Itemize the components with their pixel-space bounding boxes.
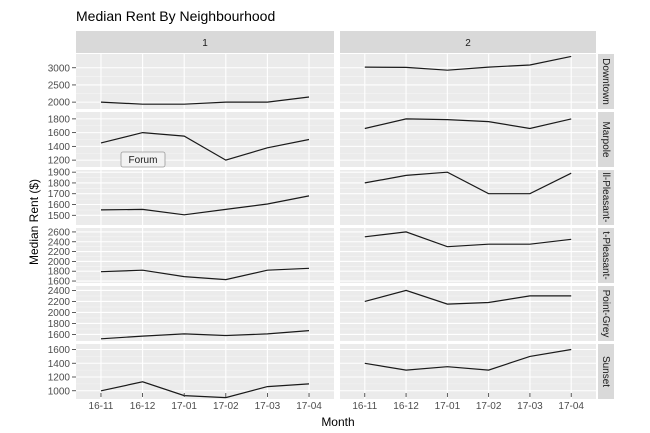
panel-t-pleasant-col-1 [76,228,334,283]
y-tick-label: 2000 [48,308,71,319]
series-line-t-pleasant-col-2 [364,231,572,248]
panel-background [76,170,334,225]
y-tick-label: 1600 [48,200,71,211]
panel-background [76,54,334,109]
y-tick-label: 1800 [48,114,71,125]
y-tick-label: 2200 [48,247,71,258]
facet-strip-row-downtown [598,54,614,109]
facet-strip-label-row-marpole: Marpole [600,121,611,158]
y-tick-label: 1800 [48,319,71,330]
panel-point-grey-col-2 [340,286,596,341]
facet-strip-row-marpole [598,112,614,167]
series-line-point-grey-col-1 [100,330,310,340]
panel-t-pleasant-col-2 [340,228,596,283]
y-tick-label: 1700 [48,189,71,200]
y-tick-label: 1200 [48,156,71,167]
x-tick-label: 16-12 [130,401,156,412]
panel-ll-pleasant-col-1 [76,170,334,225]
panel-background [340,54,596,109]
series-line-ll-pleasant-col-1 [100,195,310,216]
y-axis-title: Median Rent ($) [27,179,41,265]
facet-strip-row-ll-pleasant [598,170,614,225]
x-tick-label: 17-01 [435,401,461,412]
x-tick-label: 17-02 [213,401,239,412]
series-line-marpole-col-1 [100,131,310,161]
x-tick-label: 17-04 [558,401,584,412]
panel-background [340,228,596,283]
facet-strip-label-row-ll-pleasant: ll-Pleasant- [600,172,611,222]
panel-marpole-col-2 [340,112,596,167]
panel-background [340,344,596,399]
y-tick-label: 3000 [48,63,71,74]
facet-strip-label-row-sunset: Sunset [600,356,611,387]
facet-strip-label-row-downtown: Downtown [600,58,611,105]
facet-strip-col-1 [76,31,334,53]
facet-strip-row-sunset [598,344,614,399]
series-line-downtown-col-2 [364,55,572,71]
panel-sunset-col-2 [340,344,596,399]
facet-strip-label-row-point-grey: Point-Grey [600,290,611,338]
series-line-marpole-col-2 [364,118,572,130]
panel-ll-pleasant-col-2 [340,170,596,225]
y-tick-label: 2400 [48,237,71,248]
y-tick-label: 1800 [48,178,71,189]
y-tick-label: 2200 [48,297,71,308]
y-tick-label: 1000 [48,386,71,397]
panel-background [76,286,334,341]
panel-background [76,228,334,283]
y-tick-label: 2000 [48,98,71,109]
facet-strip-label-col-1: 1 [202,38,208,49]
y-tick-label: 1600 [48,128,71,139]
y-tick-label: 1600 [48,277,71,288]
y-tick-label: 1900 [48,168,71,179]
x-tick-label: 17-02 [476,401,502,412]
series-line-t-pleasant-col-1 [100,267,310,281]
x-tick-label: 17-03 [255,401,281,412]
y-tick-label: 1600 [48,345,71,356]
facet-strip-col-2 [340,31,596,53]
y-tick-label: 1500 [48,211,71,222]
annotation-label: Forum [129,155,158,166]
panel-background [76,344,334,399]
x-axis-title: Month [321,415,354,429]
facet-strip-label-row-t-pleasant: t-Pleasant- [600,231,611,279]
series-line-ll-pleasant-col-2 [364,171,572,195]
panel-downtown-col-2 [340,54,596,109]
y-tick-label: 1800 [48,267,71,278]
y-tick-label: 2000 [48,257,71,268]
panel-downtown-col-1 [76,54,334,109]
chart-title: Median Rent By Neighbourhood [76,8,275,24]
annotation-background [120,151,166,168]
y-tick-label: 2600 [48,227,71,238]
series-line-point-grey-col-2 [364,289,572,305]
x-tick-label: 16-12 [393,401,419,412]
series-line-sunset-col-1 [100,381,310,399]
panel-sunset-col-1 [76,344,334,399]
x-tick-label: 16-11 [89,401,114,412]
y-tick-label: 2400 [48,286,71,297]
y-tick-label: 1200 [48,373,71,384]
y-tick-label: 1600 [48,330,71,341]
panel-background [340,286,596,341]
series-line-sunset-col-2 [364,348,572,371]
y-tick-label: 1400 [48,142,71,153]
y-tick-label: 1400 [48,359,71,370]
x-tick-label: 16-11 [352,401,377,412]
x-tick-label: 17-01 [171,401,197,412]
facet-strip-label-col-2: 2 [465,38,471,49]
x-tick-label: 17-04 [296,401,322,412]
facet-strip-row-point-grey [598,286,614,341]
series-line-downtown-col-1 [100,96,310,105]
panel-background [340,170,596,225]
panel-marpole-col-1 [76,112,334,167]
y-tick-label: 2500 [48,80,71,91]
panel-point-grey-col-1 [76,286,334,341]
x-tick-label: 17-03 [517,401,543,412]
facet-strip-row-t-pleasant [598,228,614,283]
annotation-box: Forum [120,151,166,168]
